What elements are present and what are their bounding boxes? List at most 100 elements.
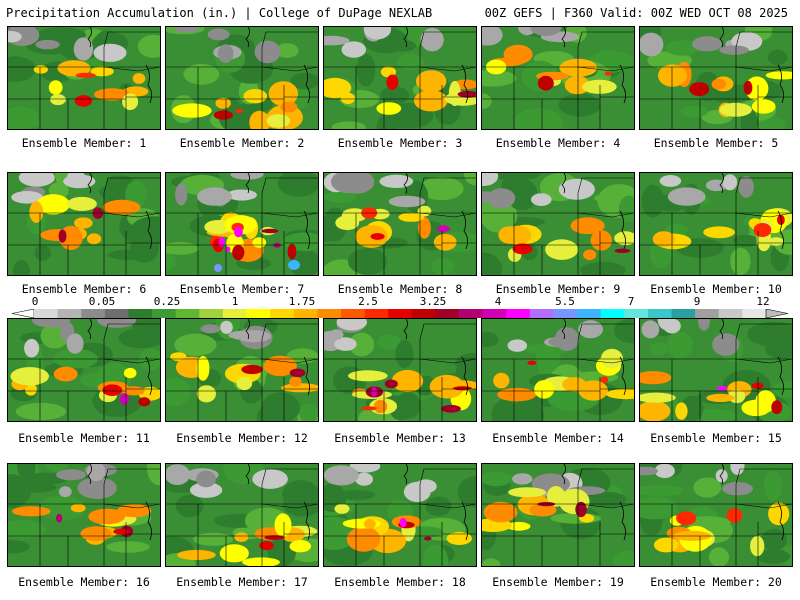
state-boundary <box>261 31 318 129</box>
precip-area-light <box>482 252 503 275</box>
ensemble-member-label: Ensemble Member: 16 <box>18 575 150 589</box>
precip-area-heavy <box>264 535 285 540</box>
precip-area-light <box>15 402 67 421</box>
precip-area-light <box>640 496 678 520</box>
colorbar-tick-label: 4 <box>494 295 502 308</box>
precip-map-7 <box>166 173 318 275</box>
precip-area-heavy <box>386 74 399 90</box>
precip-area-trace <box>722 174 738 191</box>
precip-map-1 <box>8 27 160 129</box>
precip-area-heavy <box>751 382 764 389</box>
river-line <box>719 27 784 104</box>
precip-area-moderate <box>48 80 63 95</box>
precip-area-heavy <box>241 364 263 375</box>
precip-area-light <box>397 53 424 71</box>
precip-area-light <box>756 549 791 564</box>
state-boundary <box>103 31 160 129</box>
precip-area-moderate <box>346 526 381 552</box>
precip-area-light <box>45 464 68 472</box>
precip-area-moderate <box>570 217 605 235</box>
state-boundary <box>261 177 318 275</box>
precip-area-moderate <box>751 99 776 114</box>
state-boundary <box>577 31 634 129</box>
colorbar-segment <box>553 309 578 318</box>
precip-area-moderate <box>123 367 137 379</box>
precip-area-light <box>419 176 464 201</box>
precip-map-6 <box>8 173 160 275</box>
colorbar-segment <box>388 309 413 318</box>
precip-area-trace <box>196 470 216 488</box>
precip-area-light <box>765 338 792 359</box>
colorbar-segment <box>482 309 507 318</box>
precip-area-trace <box>420 28 444 52</box>
river-line <box>87 173 152 250</box>
precip-area-moderate <box>122 386 145 396</box>
ensemble-member-label: Ensemble Member: 10 <box>650 282 782 296</box>
precip-area-moderate <box>249 110 270 129</box>
ensemble-member-label: Ensemble Member: 7 <box>179 282 305 296</box>
state-boundary <box>577 358 634 364</box>
precip-area-moderate <box>711 78 727 90</box>
precip-area-trace <box>11 191 43 204</box>
ensemble-member-label: Ensemble Member: 9 <box>495 282 621 296</box>
precip-map-9 <box>482 173 634 275</box>
precip-area-moderate <box>433 233 457 251</box>
precip-area-trace <box>174 27 200 33</box>
map-title: Precipitation Accumulation (in.) | Colle… <box>6 6 433 20</box>
precip-area-trace <box>482 191 505 203</box>
precip-area-moderate <box>653 537 679 553</box>
precip-area-extreme <box>225 246 231 252</box>
precip-area-light <box>282 493 318 517</box>
precip-area-moderate <box>87 233 102 245</box>
ensemble-map-7 <box>165 172 319 276</box>
precip-area-trace <box>31 319 71 328</box>
precip-area-moderate <box>398 212 425 222</box>
precip-area-trace <box>254 40 281 64</box>
colorbar-segment <box>459 309 483 318</box>
precip-map-15 <box>640 319 792 421</box>
precip-area-light <box>175 494 204 518</box>
precip-area-moderate <box>268 81 298 106</box>
ensemble-map-11 <box>7 318 161 422</box>
precip-map-11 <box>8 319 160 421</box>
precip-area-light <box>767 49 788 66</box>
precip-area-moderate <box>24 383 37 396</box>
precip-area-trace <box>712 333 740 356</box>
precip-area-heavy <box>614 248 631 253</box>
ensemble-map-15 <box>639 318 793 422</box>
precip-area-moderate <box>50 94 66 106</box>
precip-area-trace <box>722 482 753 496</box>
precip-area-heavy <box>512 243 533 255</box>
precip-area-extreme <box>399 518 407 528</box>
precip-area-moderate <box>266 114 291 128</box>
river-line <box>403 173 468 250</box>
precip-area-light <box>356 53 376 87</box>
precip-area-light <box>349 332 375 357</box>
precip-area-trace <box>18 173 55 187</box>
state-boundary <box>103 468 160 566</box>
precip-area-moderate <box>10 367 49 386</box>
precip-area-moderate <box>483 501 518 523</box>
precip-area-trace <box>363 27 392 40</box>
precip-area-moderate <box>36 194 70 215</box>
precip-area-heavy <box>138 397 151 407</box>
precip-map-16 <box>8 464 160 566</box>
precip-area-moderate <box>416 70 447 93</box>
precip-area-extreme <box>288 260 300 270</box>
colorbar-segment <box>34 309 58 318</box>
ensemble-member-label: Ensemble Member: 19 <box>492 575 624 589</box>
precip-area-moderate <box>88 508 126 525</box>
precip-area-moderate <box>373 399 388 414</box>
precip-area-moderate <box>534 380 555 399</box>
precip-area-light <box>580 261 626 275</box>
precip-area-light <box>107 249 157 261</box>
precip-area-trace <box>730 464 745 475</box>
river-line <box>245 27 310 104</box>
state-boundary <box>735 31 792 129</box>
precip-area-moderate <box>70 503 86 513</box>
ensemble-member-label: Ensemble Member: 14 <box>492 431 624 445</box>
precip-area-trace <box>77 477 117 499</box>
precip-area-moderate <box>196 385 216 403</box>
precip-area-trace <box>63 174 96 189</box>
ensemble-member-label: Ensemble Member: 1 <box>21 136 147 150</box>
